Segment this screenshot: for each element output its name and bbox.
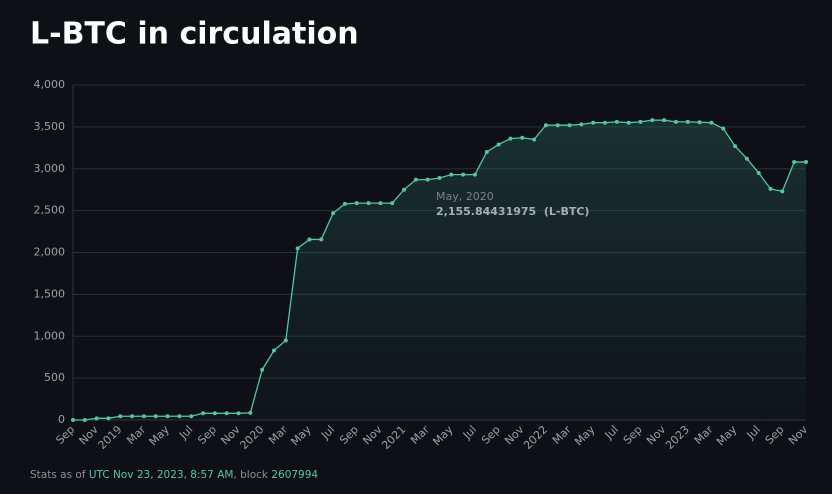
point [413,177,418,182]
y-tick-label: 2,000 [34,246,66,259]
point [118,414,123,419]
point [307,237,312,242]
point [461,172,466,177]
point [82,418,87,422]
footer-middle: , block [233,469,268,481]
point [212,411,217,416]
chart-title: L-BTC in circulation [30,17,359,52]
y-tick-label: 3,000 [34,162,66,175]
point [744,156,749,161]
footer-time: UTC Nov 23, 2023, 8:57 AM [89,469,234,481]
point [71,418,75,422]
point [472,172,477,177]
point [177,414,182,419]
y-tick-label: 1,000 [34,329,66,342]
point [94,416,99,421]
point [792,160,797,165]
point [555,123,560,128]
tooltip-date: May, 2020 [436,190,494,203]
footer-block: 2607994 [271,469,318,481]
y-tick-label: 1,500 [34,287,66,300]
point [780,189,785,194]
point [532,137,537,142]
point [106,416,111,421]
point [804,160,808,165]
y-tick-label: 3,500 [34,120,66,133]
point [283,338,288,343]
point [331,211,336,216]
point [579,122,584,127]
y-tick-label: 500 [44,371,65,384]
point [733,144,738,149]
point [366,201,371,206]
tooltip-value: 2,155.84431975 (L-BTC) [436,205,589,218]
point [295,246,300,251]
point [342,201,347,206]
y-tick-label: 2,500 [34,204,66,217]
plot: 05001,0001,5002,0002,5003,0003,5004,000S… [34,78,811,452]
point [153,414,158,419]
point [721,126,726,131]
point [484,150,489,154]
point [224,411,229,416]
point [673,119,678,124]
point [756,170,761,175]
point [685,119,690,124]
point [709,120,714,125]
point [591,120,596,125]
point [425,177,430,182]
y-tick-label: 4,000 [34,78,66,91]
point [614,119,619,124]
point [650,118,655,123]
point [496,142,501,147]
point [768,186,773,191]
point [354,201,359,206]
point [165,414,170,419]
area [73,120,806,421]
point [201,411,206,416]
point [271,348,276,353]
point [130,414,135,419]
point [437,175,442,180]
point [449,172,454,177]
point [248,410,253,415]
point [662,118,667,123]
y-tick-label: 0 [58,413,65,426]
point [260,367,265,372]
point [520,135,525,140]
point [141,414,146,419]
point [189,414,194,419]
footer: Stats as of UTC Nov 23, 2023, 8:57 AM, b… [30,469,318,481]
point [603,120,608,125]
point [236,411,241,416]
point [697,120,702,125]
point [390,201,395,206]
point [567,123,572,128]
point [543,123,548,128]
point [626,120,631,125]
point [319,237,324,242]
point [378,201,383,206]
point [638,119,643,124]
footer-prefix: Stats as of [30,469,86,481]
point [402,187,407,192]
point [508,136,513,141]
